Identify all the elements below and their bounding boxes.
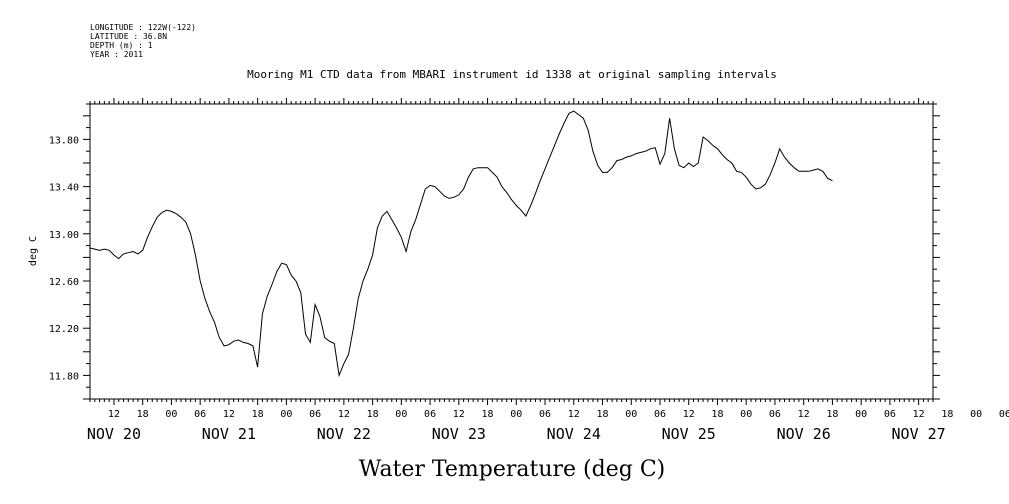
x-tick-label: 18 — [367, 409, 379, 420]
x-tick-label: 00 — [740, 409, 752, 420]
y-tick-labels: 11.80 12.20 12.60 13.00 13.40 13.80 — [49, 135, 79, 382]
day-label: NOV 26 — [777, 425, 831, 443]
y-tick-label: 13.00 — [49, 230, 79, 241]
day-labels: NOV 20 NOV 21 NOV 22 NOV 23 NOV 24 NOV 25 NOV … — [87, 425, 946, 443]
y-axis-label: deg C — [28, 236, 39, 266]
day-label: NOV 23 — [432, 425, 486, 443]
x-tick-label: 00 — [395, 409, 407, 420]
plot-frame — [89, 103, 934, 400]
day-label: NOV 24 — [547, 425, 601, 443]
x-tick-label: 00 — [280, 409, 292, 420]
day-label: NOV 20 — [87, 425, 141, 443]
day-label: NOV 21 — [202, 425, 256, 443]
x-tick-label: 12 — [108, 409, 120, 420]
x-tick-label: 06 — [194, 409, 206, 420]
x-tick-label: 12 — [338, 409, 350, 420]
metadata-block: LONGITUDE : 122W(-122) LATITUDE : 36.8N … — [90, 23, 196, 59]
meta-depth: DEPTH (m) : 1 — [90, 41, 153, 50]
meta-longitude: LONGITUDE : 122W(-122) — [90, 23, 196, 32]
x-tick-label: 12 — [798, 409, 810, 420]
x-tick-label: 18 — [711, 409, 723, 420]
y-tick-label: 12.60 — [49, 277, 79, 288]
x-tick-label: 00 — [855, 409, 867, 420]
x-tick-label: 00 — [165, 409, 177, 420]
x-tick-label: 06 — [424, 409, 436, 420]
x-tick-label: 18 — [941, 409, 953, 420]
x-tick-label: 06 — [999, 409, 1009, 420]
day-label: NOV 25 — [662, 425, 716, 443]
x-tick-label: 18 — [252, 409, 264, 420]
x-tick-label: 12 — [913, 409, 925, 420]
x-tick-label: 00 — [625, 409, 637, 420]
x-tick-label: 00 — [510, 409, 522, 420]
x-tick-label: 18 — [137, 409, 149, 420]
day-label: NOV 27 — [892, 425, 946, 443]
series-line-water-temperature — [89, 110, 833, 378]
y-tick-label: 12.20 — [49, 324, 79, 335]
axis-ticks — [83, 98, 940, 405]
chart-title: Mooring M1 CTD data from MBARI instrumen… — [247, 68, 777, 81]
x-tick-label: 06 — [769, 409, 781, 420]
y-tick-label: 13.80 — [49, 135, 79, 146]
x-tick-label: 12 — [223, 409, 235, 420]
x-tick-label: 12 — [683, 409, 695, 420]
x-tick-label: 00 — [970, 409, 982, 420]
x-tick-labels: 12 18 00 06 12 18 00 06 12 18 00 06 12 18 00 06 12 18 00 06… — [108, 409, 1009, 420]
x-tick-label: 18 — [482, 409, 494, 420]
x-tick-label: 12 — [453, 409, 465, 420]
day-label: NOV 22 — [317, 425, 371, 443]
x-tick-label: 06 — [309, 409, 321, 420]
x-tick-label: 18 — [826, 409, 838, 420]
y-tick-label: 13.40 — [49, 183, 79, 194]
x-tick-label: 06 — [884, 409, 896, 420]
x-tick-label: 12 — [568, 409, 580, 420]
x-tick-label: 06 — [654, 409, 666, 420]
x-tick-label: 18 — [596, 409, 608, 420]
x-tick-label: 06 — [539, 409, 551, 420]
y-tick-label: 11.80 — [49, 371, 79, 382]
meta-latitude: LATITUDE : 36.8N — [90, 32, 167, 41]
meta-year: YEAR : 2011 — [90, 50, 143, 59]
footer-label: Water Temperature (deg C) — [359, 457, 666, 482]
